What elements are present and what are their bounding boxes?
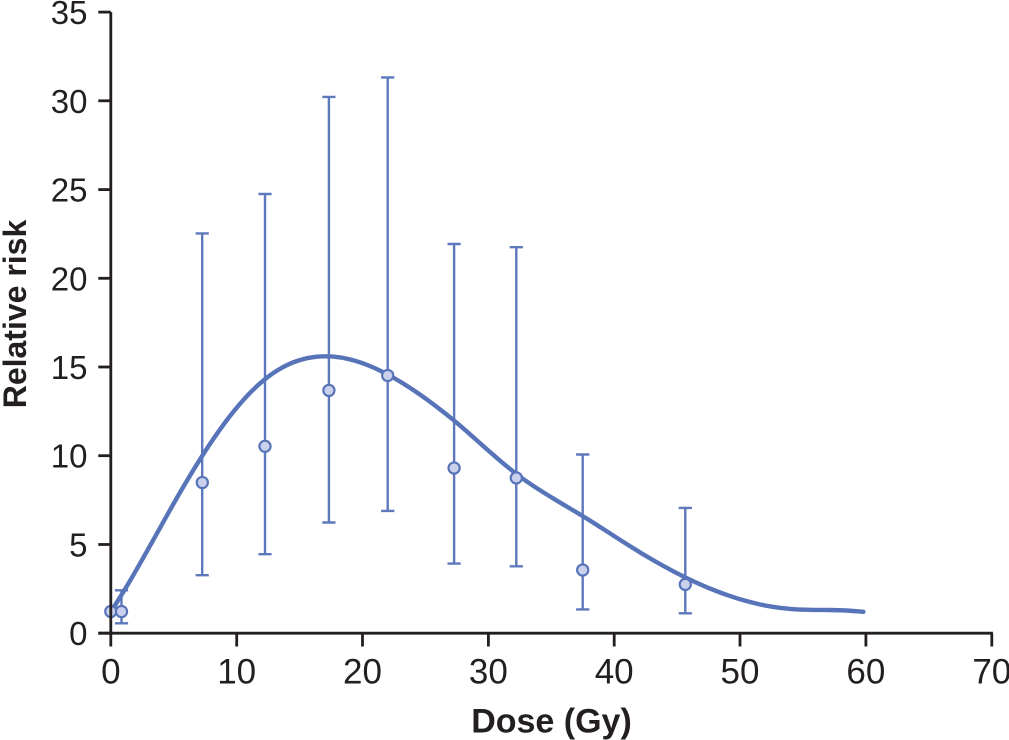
svg-text:Dose (Gy): Dose (Gy): [471, 703, 632, 740]
svg-text:40: 40: [595, 653, 634, 692]
svg-text:10: 10: [51, 438, 88, 475]
svg-text:15: 15: [51, 349, 88, 386]
svg-text:20: 20: [343, 653, 382, 692]
svg-text:50: 50: [721, 653, 760, 692]
svg-text:0: 0: [101, 653, 120, 692]
svg-text:25: 25: [51, 172, 88, 209]
svg-text:0: 0: [69, 615, 87, 652]
svg-text:30: 30: [469, 653, 508, 692]
svg-text:70: 70: [972, 653, 1009, 692]
svg-text:20: 20: [51, 260, 88, 297]
svg-text:30: 30: [51, 83, 88, 120]
svg-text:60: 60: [846, 653, 885, 692]
svg-text:35: 35: [51, 0, 88, 31]
svg-text:10: 10: [217, 653, 256, 692]
svg-text:5: 5: [69, 527, 87, 564]
svg-text:Relative risk: Relative risk: [0, 220, 33, 409]
